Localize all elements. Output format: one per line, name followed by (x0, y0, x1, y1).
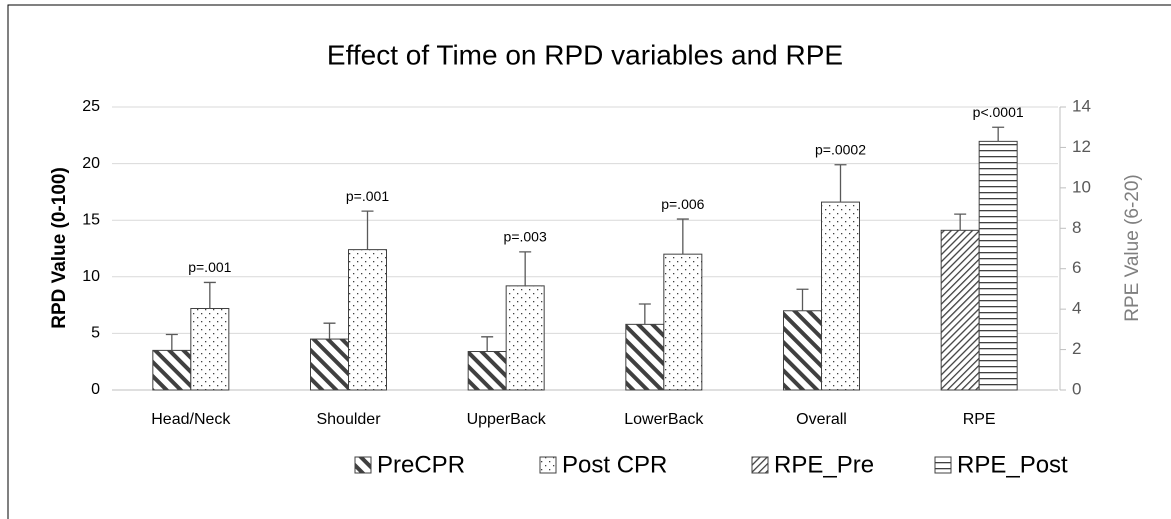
bar (467, 351, 507, 391)
legend-swatch (354, 456, 372, 474)
error-bar (165, 333, 178, 351)
bar (348, 249, 387, 391)
legend-swatch (934, 456, 952, 474)
y-tick-label: 15 (82, 211, 100, 228)
x-tick-label: UpperBack (467, 411, 547, 428)
error-bar (519, 251, 532, 286)
bar (663, 253, 703, 391)
y2-tick-label: 14 (1072, 96, 1091, 115)
annotation: p=.006 (661, 196, 704, 212)
annotation: p<.0001 (973, 104, 1024, 120)
annotation: p=.0002 (815, 141, 866, 157)
annotation: p=.001 (188, 259, 231, 275)
y2-tick-label: 12 (1072, 137, 1091, 156)
error-bar (481, 336, 494, 352)
bar (190, 307, 230, 391)
bar (783, 310, 822, 391)
x-tick-label: LowerBack (624, 411, 704, 428)
y-tick-label: 20 (82, 155, 100, 172)
bar (310, 338, 349, 391)
chart-title: Effect of Time on RPD variables and RPE (327, 39, 843, 70)
frame (7, 4, 1171, 519)
y-axis-label: RPD Value (0-100) (49, 167, 70, 329)
legend-label: Post CPR (562, 451, 667, 478)
bar (152, 349, 192, 391)
error-bar (361, 210, 374, 250)
x-tick-label: RPE (963, 411, 996, 428)
y-tick-label: 0 (91, 381, 100, 398)
bar (978, 140, 1018, 391)
legend-label: PreCPR (377, 451, 465, 478)
legend-swatch (751, 456, 769, 474)
error-bar (676, 218, 689, 255)
bar (940, 229, 980, 391)
legend-swatch (539, 456, 557, 474)
y2-tick-label: 8 (1072, 218, 1081, 237)
y2-axis-label: RPE Value (6-20) (1122, 174, 1143, 322)
y-tick-label: 10 (82, 268, 100, 285)
error-bar (323, 322, 336, 340)
error-bar (954, 213, 967, 231)
bar (821, 201, 860, 391)
x-tick-label: Shoulder (316, 411, 381, 428)
bar (505, 285, 545, 391)
legend-label: RPE_Pre (774, 451, 874, 478)
error-bar (203, 281, 216, 309)
error-bar (796, 288, 809, 311)
y2-tick-label: 0 (1072, 379, 1081, 398)
annotation: p=.001 (346, 188, 389, 204)
x-tick-label: Head/Neck (151, 411, 231, 428)
y2-tick-label: 4 (1072, 299, 1081, 318)
x-tick-label: Overall (796, 411, 847, 428)
annotation: p=.003 (504, 229, 547, 245)
y-tick-label: 5 (91, 325, 100, 342)
error-bar (834, 164, 847, 203)
y-tick-label: 25 (82, 98, 100, 115)
bar (625, 323, 665, 391)
legend-label: RPE_Post (957, 451, 1068, 478)
error-bar (638, 303, 651, 325)
y2-tick-label: 10 (1072, 177, 1091, 196)
y2-tick-label: 6 (1072, 258, 1081, 277)
y2-tick-label: 2 (1072, 339, 1081, 358)
error-bar (992, 126, 1005, 142)
